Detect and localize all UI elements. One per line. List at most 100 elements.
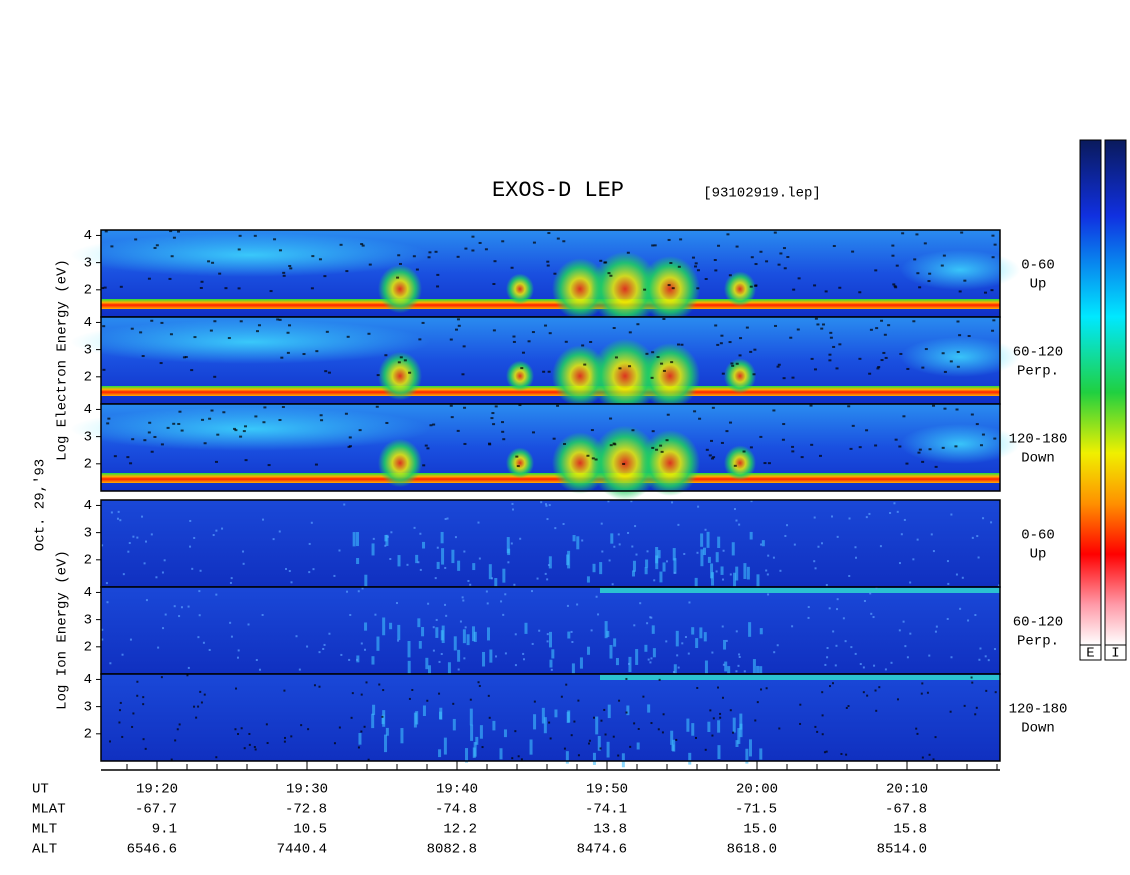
spectrogram-noise bbox=[639, 602, 642, 605]
spectrogram-noise bbox=[651, 244, 655, 247]
spectrogram-noise bbox=[779, 569, 782, 572]
spectrogram-noise bbox=[556, 404, 560, 407]
spectrogram-noise bbox=[721, 696, 724, 699]
spectrogram-noise bbox=[144, 747, 147, 750]
spectrogram-noise bbox=[469, 698, 472, 701]
spectrogram-streak bbox=[438, 711, 442, 720]
spectrogram-noise bbox=[150, 319, 154, 322]
spectrogram-noise bbox=[106, 422, 110, 425]
spectrogram-noise bbox=[547, 564, 550, 567]
spectrogram-noise bbox=[255, 659, 258, 662]
spectrogram-noise bbox=[581, 539, 584, 542]
spectrogram-noise bbox=[265, 723, 268, 726]
spectrogram-noise bbox=[767, 593, 770, 596]
spectrogram-noise bbox=[142, 696, 145, 699]
spectrogram-streak bbox=[613, 638, 617, 647]
spectrogram-streak bbox=[425, 657, 429, 670]
spectrogram-noise bbox=[759, 435, 763, 438]
spectrogram-noise bbox=[546, 640, 549, 643]
spectrogram-noise bbox=[729, 573, 732, 576]
spectrogram-noise bbox=[240, 727, 243, 730]
spectrogram-streak bbox=[422, 541, 426, 549]
spectrogram-noise bbox=[649, 616, 652, 619]
spectrogram-noise bbox=[608, 559, 611, 562]
ion-axis-label: Log Ion Energy (eV) bbox=[55, 550, 71, 710]
spectrogram-noise bbox=[570, 630, 573, 633]
spectrogram-noise bbox=[874, 444, 878, 447]
spectrogram-noise bbox=[609, 444, 613, 447]
spectrogram-noise bbox=[166, 426, 170, 429]
spectrogram-noise bbox=[786, 524, 789, 527]
spectrogram-noise bbox=[597, 613, 600, 616]
spectrogram-noise bbox=[711, 734, 714, 737]
spectrogram-noise bbox=[865, 516, 868, 519]
spectrogram-noise bbox=[650, 657, 653, 660]
spectrogram-noise bbox=[452, 702, 455, 705]
spectrogram-noise bbox=[869, 328, 873, 331]
spectrogram-noise bbox=[116, 517, 119, 520]
spectrogram-noise bbox=[891, 244, 895, 247]
row-value: 15.8 bbox=[893, 822, 927, 838]
spectrogram-noise bbox=[797, 277, 801, 280]
spectrogram-noise bbox=[854, 546, 857, 549]
spectrogram-streak bbox=[453, 636, 457, 651]
spectrogram-noise bbox=[542, 370, 546, 373]
spectrogram-noise bbox=[725, 639, 728, 642]
spectrogram-noise bbox=[725, 430, 729, 433]
spectrogram-noise bbox=[372, 537, 375, 540]
spectrogram-noise bbox=[683, 552, 686, 555]
spectrogram-blob bbox=[506, 360, 534, 392]
spectrogram-noise bbox=[307, 728, 310, 731]
spectrogram-noise bbox=[514, 633, 517, 636]
spectrogram-streak bbox=[645, 559, 649, 568]
spectrogram-noise bbox=[858, 291, 862, 294]
spectrogram-noise bbox=[214, 460, 218, 463]
spectrogram-band bbox=[101, 386, 1000, 396]
spectrogram-noise bbox=[180, 429, 184, 432]
spectrogram-noise bbox=[189, 519, 192, 522]
spectrogram-noise bbox=[367, 332, 371, 335]
x-tick-label: 20:10 bbox=[886, 782, 928, 798]
spectrogram-noise bbox=[174, 739, 177, 742]
spectrogram-noise bbox=[671, 287, 675, 290]
spectrogram-noise bbox=[168, 277, 172, 280]
spectrogram-noise bbox=[110, 511, 113, 514]
spectrogram-noise bbox=[955, 408, 959, 411]
spectrogram-noise bbox=[258, 668, 261, 671]
spectrogram-noise bbox=[807, 616, 810, 619]
spectrogram-streak bbox=[440, 630, 444, 641]
spectrogram-noise bbox=[855, 556, 858, 559]
spectrogram-noise bbox=[325, 330, 329, 333]
y-tick-label: 3 bbox=[84, 342, 92, 358]
spectrogram-noise bbox=[954, 445, 958, 448]
spectrogram-noise bbox=[752, 373, 756, 376]
spectrogram-noise bbox=[323, 275, 327, 278]
spectrogram-noise bbox=[155, 576, 158, 579]
spectrogram-streak bbox=[735, 566, 739, 581]
spectrogram-noise bbox=[903, 518, 906, 521]
spectrogram-noise bbox=[878, 686, 881, 689]
spectrogram-noise bbox=[987, 659, 990, 662]
spectrogram-noise bbox=[544, 324, 548, 327]
spectrogram-noise bbox=[390, 531, 393, 534]
spectrogram-streak bbox=[710, 563, 714, 579]
spectrogram-streak bbox=[358, 733, 362, 745]
spectrogram-noise bbox=[428, 251, 432, 254]
spectrogram-noise bbox=[847, 705, 850, 708]
spectrogram-noise bbox=[413, 526, 416, 529]
spectrogram-noise bbox=[677, 523, 680, 526]
spectrogram-noise bbox=[696, 287, 700, 290]
spectrogram-streak bbox=[551, 649, 555, 659]
spectrogram-noise bbox=[876, 367, 880, 370]
spectrogram-noise bbox=[126, 456, 130, 459]
spectrogram-noise bbox=[153, 435, 157, 438]
spectrogram-noise bbox=[715, 570, 718, 573]
spectrogram-noise bbox=[832, 245, 836, 248]
spectrogram-noise bbox=[691, 256, 695, 259]
spectrogram-noise bbox=[193, 336, 197, 339]
spectrogram-noise bbox=[229, 621, 232, 624]
spectrogram-noise bbox=[142, 738, 145, 741]
spectrogram-noise bbox=[950, 656, 953, 659]
spectrogram-streak bbox=[673, 558, 677, 574]
